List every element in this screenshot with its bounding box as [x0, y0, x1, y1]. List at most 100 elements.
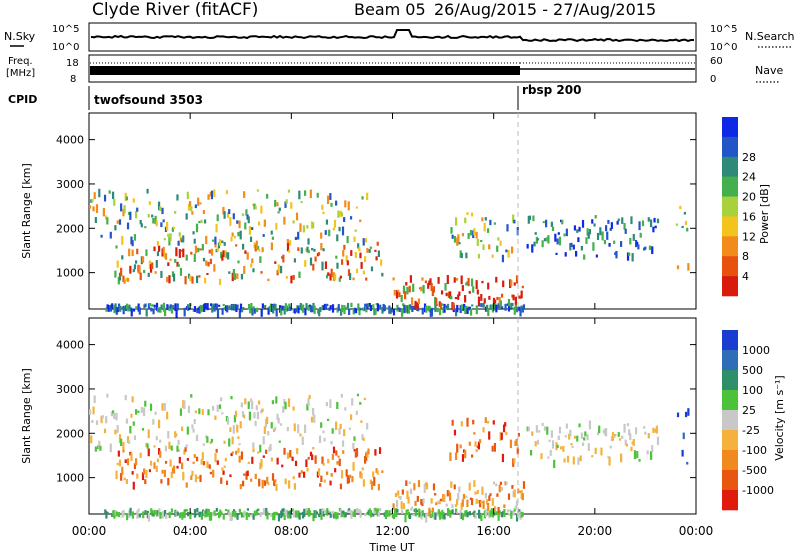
power-echo-cell — [151, 304, 154, 307]
power-echo-cell — [458, 242, 461, 245]
power-echo-cell — [563, 233, 566, 237]
velocity-echo-cell — [137, 508, 140, 512]
power-echo-cell — [154, 215, 157, 225]
velocity-echo-cell — [322, 430, 325, 434]
velocity-colorbar-tick: -500 — [742, 464, 767, 477]
velocity-echo-cell — [414, 500, 417, 506]
power-echo-cell — [679, 205, 682, 210]
velocity-echo-cell — [161, 511, 164, 519]
velocity-echo-cell — [362, 437, 365, 441]
velocity-echo-cell — [417, 480, 421, 488]
power-echo-cell — [454, 217, 458, 226]
velocity-echo-cell — [259, 462, 262, 470]
power-echo-cell — [541, 240, 544, 248]
power-echo-cell — [209, 258, 212, 264]
velocity-echo-cell — [134, 409, 138, 415]
power-echo-cell — [494, 303, 497, 310]
velocity-echo-cell — [481, 486, 484, 495]
velocity-echo-cell — [312, 513, 315, 522]
velocity-echo-cell — [140, 407, 143, 414]
velocity-echo-cell — [281, 464, 284, 468]
power-echo-cell — [176, 261, 179, 267]
velocity-echo-cell — [94, 446, 97, 452]
power-echo-cell — [653, 217, 656, 223]
velocity-echo-cell — [300, 512, 304, 515]
power-echo-cell — [527, 215, 530, 224]
power-echo-cell — [155, 260, 158, 268]
velocity-echo-cell — [404, 513, 407, 523]
velocity-echo-cell — [235, 450, 238, 455]
power-echo-cell — [307, 305, 310, 311]
power-echo-cell — [172, 226, 176, 229]
power-echo-cell — [328, 307, 331, 311]
power-echo-cell — [443, 303, 446, 313]
power-echo-cell — [319, 307, 322, 312]
power-echo-cell — [283, 307, 286, 315]
velocity-echo-cell — [390, 508, 393, 513]
power-echo-cell — [421, 277, 424, 281]
power-echo-cell — [168, 237, 171, 246]
velocity-echo-cell — [158, 448, 161, 455]
power-echo-cell — [209, 303, 213, 307]
power-colorbar-segment — [722, 156, 738, 177]
velocity-echo-cell — [185, 444, 188, 448]
power-echo-cell — [270, 303, 274, 312]
power-echo-cell — [95, 204, 99, 214]
velocity-echo-cell — [229, 427, 232, 433]
power-echo-cell — [395, 290, 399, 299]
power-echo-cell — [467, 232, 470, 239]
velocity-echo-cell — [274, 426, 277, 431]
velocity-echo-cell — [167, 430, 170, 439]
power-echo-cell — [337, 304, 340, 312]
velocity-echo-cell — [248, 411, 251, 421]
power-echo-cell — [438, 308, 442, 316]
velocity-echo-cell — [252, 448, 255, 453]
power-echo-cell — [468, 306, 472, 311]
power-echo-cell — [250, 263, 253, 268]
power-echo-cell — [312, 263, 315, 271]
velocity-echo-cell — [222, 513, 225, 520]
velocity-echo-cell — [231, 436, 234, 445]
power-echo-cell — [445, 305, 448, 309]
velocity-echo-cell — [430, 511, 434, 515]
velocity-echo-cell — [128, 440, 131, 444]
velocity-echo-cell — [129, 451, 132, 456]
power-echo-cell — [468, 290, 471, 294]
power-echo-cell — [330, 202, 333, 207]
velocity-echo-cell — [340, 393, 343, 398]
velocity-echo-cell — [577, 457, 580, 465]
velocity-echo-cell — [474, 441, 477, 447]
power-colorbar-tick: 28 — [742, 151, 756, 164]
power-echo-cell — [133, 234, 137, 241]
velocity-echo-cell — [480, 513, 483, 522]
velocity-echo-cell — [459, 510, 462, 519]
velocity-echo-cell — [378, 447, 382, 454]
power-echo-cell — [255, 240, 258, 250]
power-echo-cell — [166, 276, 169, 283]
velocity-echo-cell — [329, 480, 332, 486]
power-echo-cell — [498, 296, 501, 305]
power-echo-cell — [588, 229, 592, 235]
freq-label-line2: [MHz] — [6, 68, 35, 79]
velocity-echo-cell — [520, 511, 523, 518]
velocity-echo-cell — [429, 510, 432, 519]
velocity-echo-cell — [146, 443, 149, 449]
power-echo-cell — [480, 239, 483, 243]
power-echo-cell — [289, 240, 292, 246]
velocity-echo-cell — [300, 470, 303, 474]
power-echo-cell — [335, 255, 338, 259]
power-echo-cell — [163, 238, 166, 241]
power-echo-cell — [456, 304, 459, 313]
power-echo-cell — [502, 280, 505, 288]
velocity-echo-cell — [394, 492, 398, 498]
power-echo-cell — [289, 306, 292, 311]
velocity-echo-cell — [409, 488, 413, 495]
power-echo-cell — [103, 194, 107, 202]
power-echo-cell — [136, 207, 139, 212]
power-echo-cell — [138, 307, 141, 315]
power-echo-cell — [161, 248, 164, 257]
velocity-echo-cell — [348, 508, 351, 511]
power-echo-cell — [185, 306, 189, 310]
velocity-echo-cell — [437, 509, 440, 515]
velocity-echo-cell — [617, 432, 620, 437]
